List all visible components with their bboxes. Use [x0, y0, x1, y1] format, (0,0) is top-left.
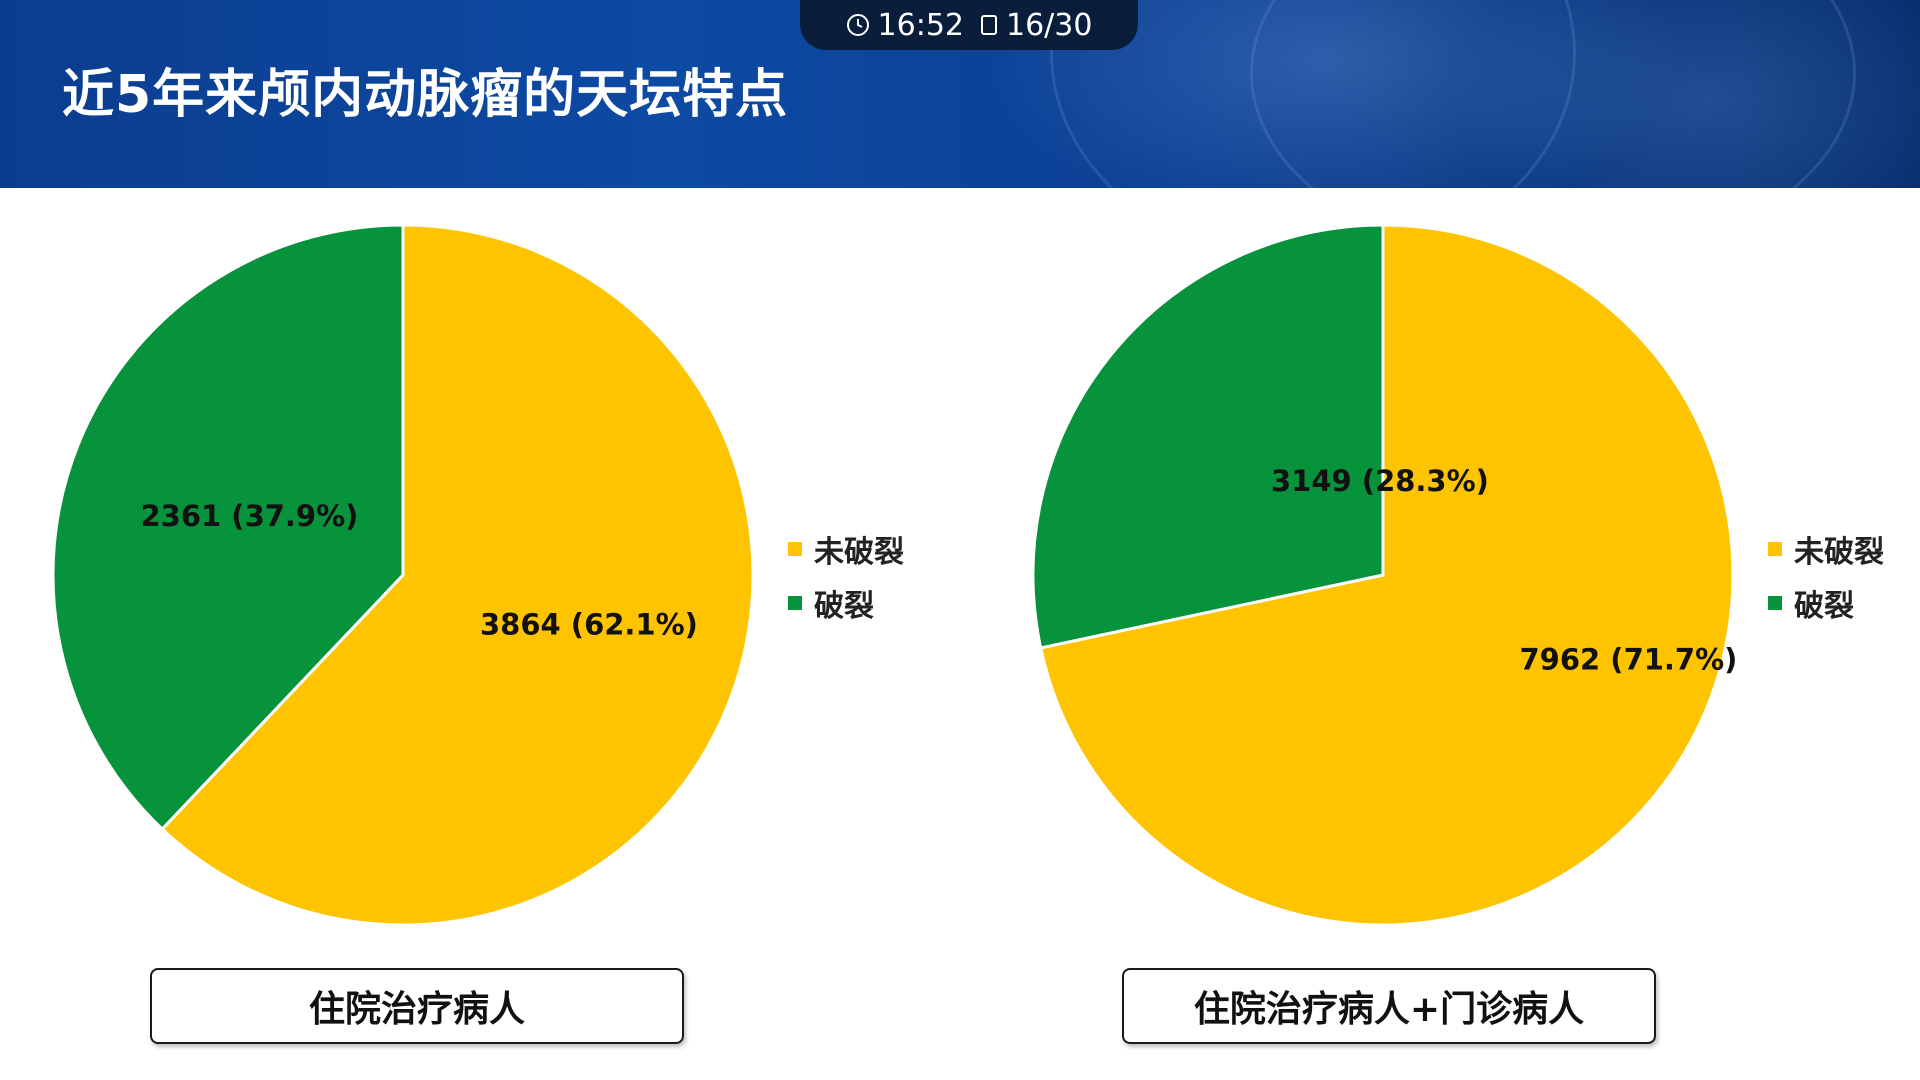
legend-label-ruptured: 破裂 [1794, 589, 1854, 624]
legend-label-ruptured: 破裂 [814, 589, 874, 624]
status-bar: 16:52 16/30 [800, 0, 1138, 50]
pie-slice-unruptured [1038, 223, 1735, 927]
clock-icon [846, 14, 869, 36]
pie-chart-inpatient: 3864 (62.1%) 2361 (37.9%) [40, 210, 760, 940]
status-time: 16:52 [877, 7, 964, 43]
page-icon [981, 15, 997, 35]
legend-swatch-unruptured [1768, 542, 1782, 556]
legend-swatch-ruptured [1768, 596, 1782, 610]
legend-swatch-unruptured [788, 542, 802, 556]
pie-chart-inpatient-outpatient: 7962 (71.7%) 3149 (28.3%) [1020, 210, 1740, 940]
slice-data-label: 3149 (28.3%) [1271, 464, 1489, 498]
status-page-count: 16/30 [1006, 7, 1093, 43]
legend-label-unruptured: 未破裂 [1794, 535, 1884, 570]
slice-data-label: 3864 (62.1%) [480, 608, 698, 642]
legend-item-unruptured: 未破裂 [1768, 522, 1884, 576]
pie-chart-svg: 3864 (62.1%) 2361 (37.9%) [51, 223, 755, 927]
legend-item-ruptured: 破裂 [1768, 576, 1884, 630]
legend-swatch-ruptured [788, 596, 802, 610]
legend-item-unruptured: 未破裂 [788, 522, 904, 576]
slice-data-label: 7962 (71.7%) [1520, 643, 1738, 677]
slice-data-label: 2361 (37.9%) [141, 499, 359, 533]
slide-title: 近5年来颅内动脉瘤的天坛特点 [62, 65, 789, 125]
legend-label-unruptured: 未破裂 [814, 535, 904, 570]
caption-inpatient-outpatient: 住院治疗病人+门诊病人 [1122, 968, 1656, 1044]
pie-chart-svg: 7962 (71.7%) 3149 (28.3%) [1031, 223, 1738, 927]
header-decoration [1250, 0, 1856, 188]
legend-item-ruptured: 破裂 [788, 576, 904, 630]
caption-inpatient: 住院治疗病人 [150, 968, 684, 1044]
pie-slice-ruptured [51, 223, 405, 832]
legend-inpatient-outpatient: 未破裂 破裂 [1768, 522, 1884, 630]
legend-inpatient: 未破裂 破裂 [788, 522, 904, 630]
pie-slice-ruptured [1031, 223, 1385, 650]
pie-slice-unruptured [160, 223, 755, 927]
